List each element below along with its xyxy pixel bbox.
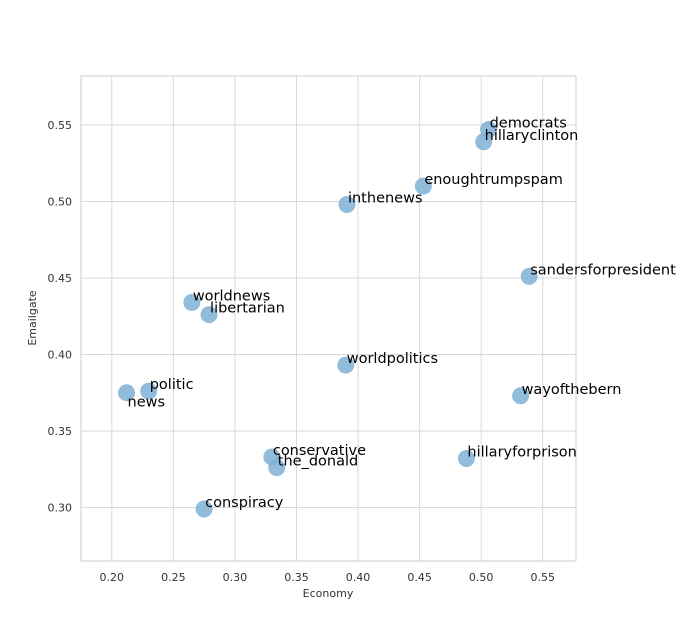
x-tick-label: 0.55 bbox=[531, 571, 556, 584]
y-tick-label: 0.45 bbox=[48, 272, 73, 285]
data-point bbox=[195, 500, 213, 518]
point-label: hillaryclinton bbox=[485, 128, 579, 144]
x-tick-label: 0.30 bbox=[223, 571, 248, 584]
x-tick-label: 0.20 bbox=[100, 571, 125, 584]
point-label: conspiracy bbox=[205, 495, 284, 511]
point-label: worldpolitics bbox=[347, 351, 438, 367]
data-point bbox=[140, 382, 158, 400]
x-tick-label: 0.25 bbox=[161, 571, 186, 584]
data-point bbox=[338, 196, 356, 214]
data-point bbox=[200, 306, 218, 324]
point-label: hillaryforprison bbox=[467, 444, 576, 460]
y-axis-label: Emailgate bbox=[26, 290, 39, 346]
data-point bbox=[457, 449, 475, 467]
x-tick-label: 0.50 bbox=[469, 571, 494, 584]
x-axis-label: Economy bbox=[303, 587, 354, 600]
point-label: democrats bbox=[490, 116, 567, 132]
plot-frame bbox=[80, 75, 577, 562]
x-tick-label: 0.35 bbox=[284, 571, 309, 584]
x-tick-label: 0.40 bbox=[346, 571, 371, 584]
data-point bbox=[520, 267, 538, 285]
point-label: news bbox=[128, 395, 166, 411]
data-point bbox=[512, 387, 530, 405]
point-label: enoughtrumpspam bbox=[424, 172, 563, 188]
data-point bbox=[475, 133, 493, 151]
data-point bbox=[337, 356, 355, 374]
point-label: sandersforpresident bbox=[530, 262, 676, 278]
y-tick-label: 0.30 bbox=[48, 501, 73, 514]
point-label: worldnews bbox=[193, 288, 270, 304]
x-tick-label: 0.45 bbox=[407, 571, 432, 584]
y-axis-ticks: 0.30 0.35 0.40 0.45 0.50 0.55 bbox=[48, 119, 73, 514]
point-label: libertarian bbox=[210, 301, 285, 317]
y-tick-label: 0.55 bbox=[48, 119, 73, 132]
data-point bbox=[268, 459, 286, 477]
data-points bbox=[118, 121, 538, 518]
y-tick-label: 0.40 bbox=[48, 348, 73, 361]
x-axis-ticks: 0.20 0.25 0.30 0.35 0.40 0.45 0.50 0.55 bbox=[100, 571, 555, 584]
point-label: conservative bbox=[273, 443, 366, 459]
point-label: wayofthebern bbox=[522, 382, 622, 398]
data-point bbox=[118, 384, 136, 402]
point-label: politic bbox=[150, 377, 194, 393]
y-tick-label: 0.35 bbox=[48, 425, 73, 438]
data-point bbox=[183, 293, 201, 311]
point-label: the_donald bbox=[278, 454, 358, 470]
y-tick-label: 0.50 bbox=[48, 195, 73, 208]
data-point bbox=[414, 177, 432, 195]
grid bbox=[81, 76, 576, 561]
point-label: inthenews bbox=[348, 191, 423, 207]
